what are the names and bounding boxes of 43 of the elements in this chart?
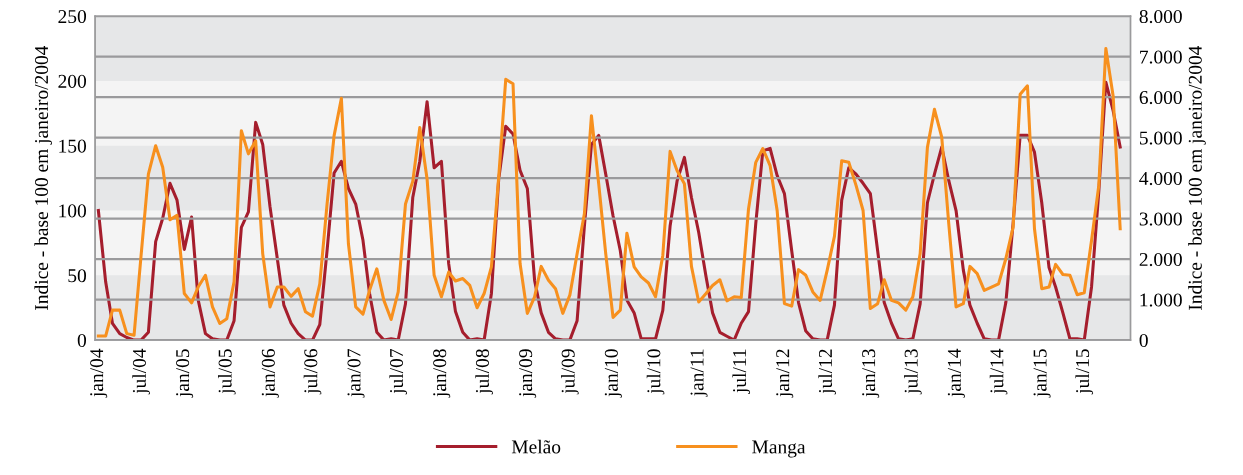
legend-label: Melão xyxy=(511,439,561,454)
y-tick-label: 0 xyxy=(77,333,87,348)
x-tick-label: jan/04 xyxy=(90,348,108,398)
x-tick-label: jan/09 xyxy=(519,349,537,398)
x-tick-label: jul/06 xyxy=(303,349,322,395)
y2-tick-label: 8.000 xyxy=(1139,9,1182,24)
y2-tick-label: 4.000 xyxy=(1139,171,1182,186)
x-tick-label: jan/07 xyxy=(347,348,365,398)
y2-tick-label: 7.000 xyxy=(1140,50,1182,64)
y2-axis-title: Indice - base 100 em janeiro/2004 xyxy=(1188,45,1206,310)
x-tick-label: jan/06 xyxy=(261,349,279,398)
y2-tick-label: 6.000 xyxy=(1139,90,1182,105)
x-tick-label: jul/04 xyxy=(132,348,150,395)
y2-tick-label: 3.000 xyxy=(1139,212,1182,226)
y2-tick-label: 2.000 xyxy=(1139,252,1182,267)
x-tick-label: jul/07 xyxy=(389,348,408,395)
y-tick-label: 150 xyxy=(59,139,87,153)
x-tick-label: jul/15 xyxy=(1075,349,1094,395)
x-tick-label: jul/09 xyxy=(561,349,579,395)
x-tick-label: jul/11 xyxy=(732,349,751,394)
y2-tick-label: 5.000 xyxy=(1139,131,1182,145)
y-tick-label: 50 xyxy=(68,269,87,283)
y-axis-title: Indice - base 100 em janeiro/2004 xyxy=(34,45,53,310)
x-tick-label: jan/11 xyxy=(690,349,708,397)
y-tick-label: 250 xyxy=(58,9,87,24)
x-tick-label: jan/05 xyxy=(176,349,194,398)
x-tick-label: jul/08 xyxy=(475,349,493,395)
x-tick-label: jan/12 xyxy=(776,349,794,398)
x-tick-label: jul/05 xyxy=(217,349,236,395)
x-tick-label: jan/08 xyxy=(433,349,451,398)
x-tick-label: jan/14 xyxy=(947,348,965,398)
x-tick-label: jan/13 xyxy=(862,349,880,398)
y2-tick-label: 1.000 xyxy=(1140,293,1182,307)
x-tick-label: jul/12 xyxy=(818,349,836,395)
legend-label: Manga xyxy=(752,440,806,458)
x-tick-label: jan/10 xyxy=(604,349,622,398)
y-tick-label: 200 xyxy=(58,74,87,88)
x-tick-label: jul/10 xyxy=(646,349,665,395)
y2-tick-label: 0 xyxy=(1139,333,1148,348)
x-tick-label: jul/14 xyxy=(989,348,1008,395)
x-tick-label: jul/13 xyxy=(904,349,922,395)
x-tick-label: jan/15 xyxy=(1033,349,1051,398)
y-tick-label: 100 xyxy=(59,204,87,218)
